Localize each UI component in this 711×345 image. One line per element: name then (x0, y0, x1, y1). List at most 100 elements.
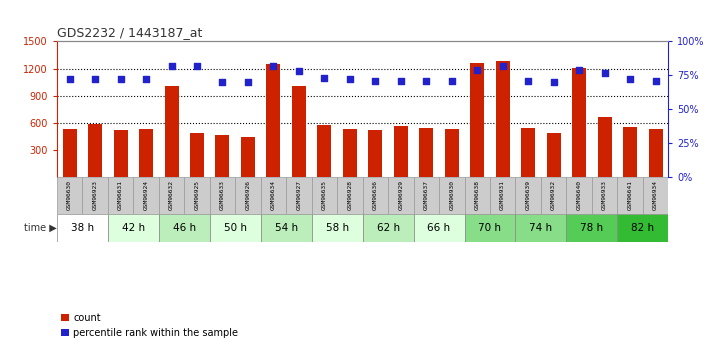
Bar (210, 177, 235, 214)
Bar (292, 86, 306, 177)
Bar (57, 177, 82, 214)
Bar (643, 177, 668, 214)
Bar (311, 214, 363, 242)
Bar (572, 68, 586, 177)
Bar (139, 129, 153, 177)
Text: 66 h: 66 h (427, 223, 451, 233)
Bar (470, 63, 484, 177)
Text: GSM96926: GSM96926 (245, 180, 250, 210)
Point (140, 77, 151, 82)
Point (421, 78, 432, 83)
Point (548, 79, 560, 85)
Text: GSM96634: GSM96634 (271, 180, 276, 210)
Bar (317, 125, 331, 177)
Text: GDS2232 / 1443187_at: GDS2232 / 1443187_at (57, 26, 202, 39)
Bar (445, 129, 459, 177)
Bar (134, 177, 159, 214)
Bar (63, 129, 77, 177)
Bar (82, 177, 108, 214)
Bar (464, 177, 490, 214)
Bar (567, 214, 617, 242)
Text: GSM96632: GSM96632 (169, 180, 174, 210)
Bar (215, 136, 230, 177)
Bar (164, 86, 178, 177)
Text: GSM96636: GSM96636 (373, 180, 378, 210)
Bar (88, 124, 102, 177)
Text: GSM96930: GSM96930 (449, 180, 454, 210)
Bar (521, 128, 535, 177)
Text: GSM96924: GSM96924 (144, 180, 149, 210)
Text: GSM96639: GSM96639 (525, 180, 530, 210)
Bar (235, 177, 261, 214)
Text: GSM96923: GSM96923 (92, 180, 97, 210)
Point (574, 67, 585, 73)
Text: GSM96633: GSM96633 (220, 180, 225, 210)
Text: GSM96635: GSM96635 (322, 180, 327, 210)
Bar (419, 128, 433, 177)
Point (624, 77, 636, 82)
Bar (439, 177, 464, 214)
Bar (414, 214, 464, 242)
Text: GSM96933: GSM96933 (602, 180, 607, 210)
Point (242, 79, 254, 85)
Text: 62 h: 62 h (377, 223, 400, 233)
Text: GSM96934: GSM96934 (653, 180, 658, 210)
Point (446, 78, 457, 83)
Point (90, 77, 101, 82)
Bar (414, 177, 439, 214)
Point (217, 79, 228, 85)
Legend: count, percentile rank within the sample: count, percentile rank within the sample (57, 309, 242, 342)
Point (319, 75, 330, 81)
Point (166, 63, 177, 69)
Bar (515, 214, 567, 242)
Bar (343, 129, 357, 177)
Point (191, 63, 203, 69)
Point (370, 78, 381, 83)
Text: 54 h: 54 h (274, 223, 298, 233)
Text: GSM96641: GSM96641 (628, 180, 633, 210)
Bar (490, 177, 515, 214)
Text: GSM96929: GSM96929 (398, 180, 403, 210)
Text: GSM96631: GSM96631 (118, 180, 123, 210)
Text: GSM96931: GSM96931 (501, 180, 506, 210)
Point (268, 63, 279, 69)
Text: GSM96927: GSM96927 (296, 180, 301, 210)
Bar (617, 214, 668, 242)
Text: 46 h: 46 h (173, 223, 196, 233)
Point (523, 78, 534, 83)
Text: 50 h: 50 h (224, 223, 247, 233)
Bar (261, 177, 286, 214)
Text: GSM96640: GSM96640 (577, 180, 582, 210)
Point (64, 77, 75, 82)
Bar (363, 214, 414, 242)
Point (344, 77, 356, 82)
Bar (567, 177, 592, 214)
Bar (261, 214, 311, 242)
Text: 42 h: 42 h (122, 223, 145, 233)
Bar (184, 177, 210, 214)
Text: GSM96932: GSM96932 (551, 180, 556, 210)
Bar (108, 214, 159, 242)
Text: GSM96925: GSM96925 (195, 180, 200, 210)
Bar (337, 177, 363, 214)
Point (293, 69, 304, 74)
Text: GSM96928: GSM96928 (348, 180, 353, 210)
Point (471, 67, 483, 73)
Text: 58 h: 58 h (326, 223, 348, 233)
Point (599, 70, 610, 75)
Bar (394, 126, 408, 177)
Bar (114, 130, 127, 177)
Bar (267, 64, 280, 177)
Bar (648, 129, 663, 177)
Text: GSM96637: GSM96637 (424, 180, 429, 210)
Text: 82 h: 82 h (631, 223, 654, 233)
Bar (210, 214, 261, 242)
Text: GSM96638: GSM96638 (475, 180, 480, 210)
Bar (368, 130, 383, 177)
Text: 74 h: 74 h (530, 223, 552, 233)
Text: 78 h: 78 h (580, 223, 604, 233)
Bar (464, 214, 515, 242)
Bar (598, 117, 611, 177)
Point (115, 77, 127, 82)
Text: 38 h: 38 h (71, 223, 94, 233)
